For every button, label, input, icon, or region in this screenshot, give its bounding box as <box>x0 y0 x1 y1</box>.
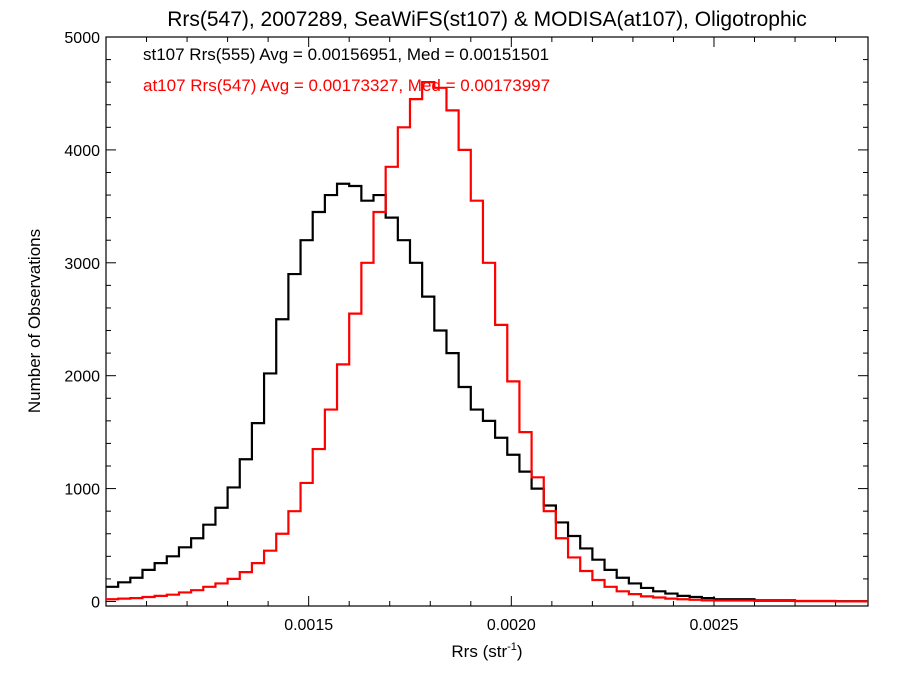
x-axis-title: Rrs (str-1) <box>451 641 522 661</box>
x-axis: 0.0015 0.0020 0.0025 <box>105 37 837 634</box>
chart-title: Rrs(547), 2007289, SeaWiFS(st107) & MODI… <box>167 8 807 31</box>
y-axis-title: Number of Observations <box>25 229 44 413</box>
x-tick-label: 0.0015 <box>284 617 333 634</box>
series-at107-histogram <box>106 81 868 603</box>
x-tick-label: 0.0025 <box>690 617 739 634</box>
series-st107-histogram <box>106 182 868 603</box>
y-tick-label: 0 <box>91 594 100 611</box>
legend-entry-at107: at107 Rrs(547) Avg = 0.00173327, Med = 0… <box>143 76 550 95</box>
plot-border <box>105 36 869 607</box>
x-tick-label: 0.0020 <box>487 617 536 634</box>
x-axis-title-close: ) <box>517 642 523 661</box>
legend: st107 Rrs(555) Avg = 0.00156951, Med = 0… <box>143 45 550 95</box>
y-tick-label: 2000 <box>64 369 100 386</box>
legend-entry-st107: st107 Rrs(555) Avg = 0.00156951, Med = 0… <box>143 45 549 64</box>
x-axis-title-superscript: -1 <box>507 641 517 653</box>
y-tick-label: 4000 <box>64 143 100 160</box>
y-tick-label: 1000 <box>64 482 100 499</box>
y-tick-label: 5000 <box>64 30 100 47</box>
series-layer <box>106 81 868 603</box>
y-axis: 0 1000 2000 3000 4000 5000 <box>64 30 868 611</box>
y-tick-label: 3000 <box>64 256 100 273</box>
x-axis-title-main: Rrs (str <box>451 642 507 661</box>
plot-frame <box>105 36 869 607</box>
